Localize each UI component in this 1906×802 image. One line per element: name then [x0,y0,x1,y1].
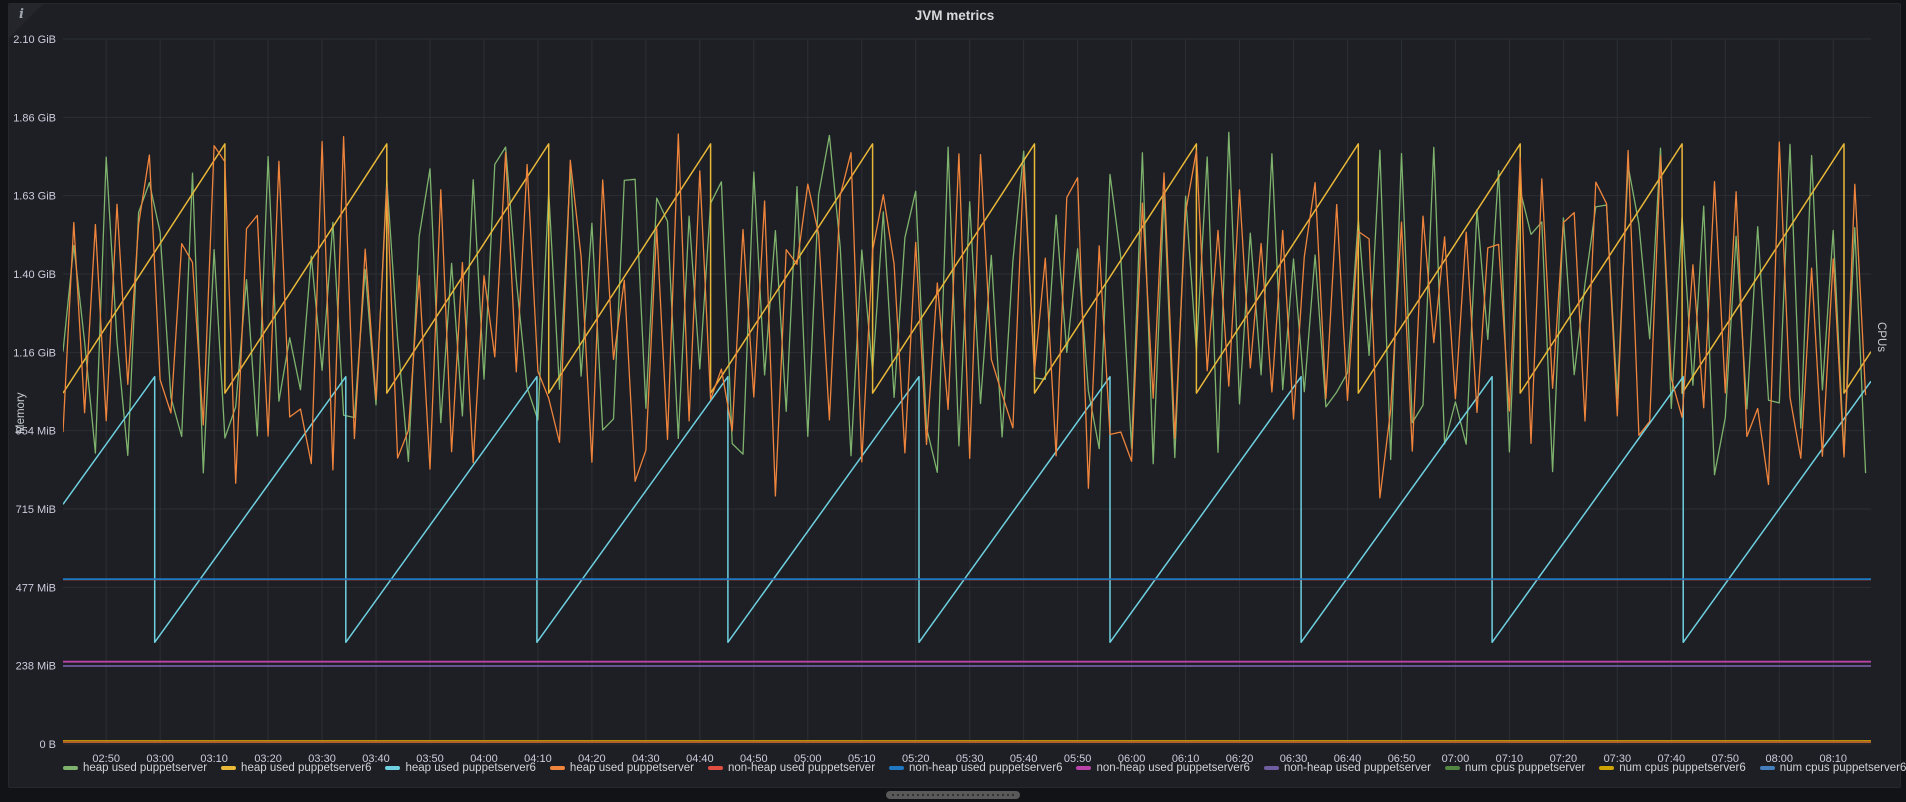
x-tick-label: 07:50 [1712,753,1740,765]
legend-series-color-dash [63,766,78,770]
x-tick-label: 05:50 [1064,753,1092,765]
x-tick-label: 03:30 [308,753,336,765]
x-tick-label: 04:20 [578,753,606,765]
x-tick-label: 03:50 [416,753,444,765]
legend-series-label[interactable]: num cpus puppetserver6 [1779,762,1906,774]
x-tick-label: 06:20 [1226,753,1254,765]
legend-series-label[interactable]: heap used puppetserver [569,762,694,774]
x-tick-label: 08:10 [1819,753,1847,765]
x-tick-label: 05:00 [794,753,822,765]
legend-item[interactable]: heap used puppetserver [549,762,694,774]
x-tick-label: 02:50 [92,753,120,765]
x-tick-label: 04:30 [632,753,660,765]
y-tick-label: 954 MiB [16,426,56,438]
legend-item[interactable]: non-heap used puppetserver [707,762,876,774]
x-tick-label: 05:30 [956,753,984,765]
y-tick-label: 1.86 GiB [13,112,56,124]
info-icon[interactable]: i [19,7,24,22]
legend-series-label[interactable]: heap used puppetserver [83,762,208,774]
panel-title[interactable]: JVM metrics [914,8,995,23]
legend-series-label[interactable]: num cpus puppetserver [1465,762,1586,774]
x-tick-label: 06:00 [1118,753,1146,765]
y-axis-label-cpus: CPUs [1875,322,1887,353]
series-heap-used-puppetserver [63,133,1867,499]
x-tick-label: 03:40 [362,753,390,765]
legend-series-color-dash [221,766,237,770]
legend-series-label[interactable]: non-heap used puppetserver6 [909,762,1063,774]
legend-series-color-dash [1263,766,1279,770]
y-tick-label: 477 MiB [16,582,56,594]
y-tick-label: 1.16 GiB [13,347,56,359]
x-tick-label: 06:30 [1280,753,1308,765]
x-tick-label: 04:10 [524,753,552,765]
x-tick-label: 04:50 [740,753,768,765]
y-tick-label: 0 B [39,739,56,751]
x-tick-label: 07:10 [1496,753,1524,765]
legend-item[interactable]: non-heap used puppetserver [1263,762,1431,774]
x-tick-label: 05:40 [1010,753,1038,765]
legend-series-label[interactable]: heap used puppetserver6 [241,762,372,774]
legend-series-label[interactable]: non-heap used puppetserver [727,762,876,774]
legend-item[interactable]: num cpus puppetserver6 [1759,762,1906,774]
x-tick-label: 06:10 [1172,753,1200,765]
x-tick-label: 04:40 [686,753,714,765]
x-tick-label: 07:30 [1604,753,1632,765]
x-tick-label: 06:40 [1334,753,1362,765]
legend-series-label[interactable]: non-heap used puppetserver [1283,762,1431,774]
legend-item[interactable]: num cpus puppetserver [1445,762,1585,774]
legend-series-label[interactable]: non-heap used puppetserver6 [1096,762,1250,774]
grafana-panel: i JVM metrics 0 B 238 MiB 477 MiB 715 MiB 95… [8,3,1906,788]
series-heap-used-puppetserver6 [63,375,1871,644]
panel-info-corner [9,4,43,38]
legend-series-color-dash [889,766,905,770]
legend-item[interactable]: non-heap used puppetserver6 [1076,762,1250,774]
x-tick-label: 07:20 [1550,753,1578,765]
legend-series-color-dash [385,766,401,770]
y-tick-label: 1.63 GiB [13,191,56,203]
x-tick-label: 07:00 [1442,753,1470,765]
legend: heap used puppetserver heap used puppetse… [63,762,1906,774]
legend-item[interactable]: heap used puppetserver [63,762,207,774]
x-tick-label: 03:00 [146,753,174,765]
x-tick-label: 08:00 [1765,753,1793,765]
legend-series-color-dash [707,766,723,770]
x-tick-label: 03:20 [254,753,282,765]
legend-item[interactable]: num cpus puppetserver6 [1599,762,1746,774]
legend-item[interactable]: heap used puppetserver6 [221,762,371,774]
legend-series-label[interactable]: num cpus puppetserver6 [1619,762,1746,774]
legend-series-color-dash [549,766,565,770]
x-tick-label: 05:20 [902,753,930,765]
legend-series-color-dash [1759,766,1775,770]
horizontal-scrollbar-thumb[interactable] [886,791,1020,799]
legend-series-label[interactable]: heap used puppetserver6 [405,762,536,774]
legend-series-color-dash [1599,766,1615,770]
x-tick-label: 07:40 [1658,753,1686,765]
jvm-metrics-chart[interactable]: 0 B 238 MiB 477 MiB 715 MiB 954 MiB 1.16 GiB 1… [9,4,1900,787]
y-tick-label: 715 MiB [16,504,56,516]
legend-item[interactable]: non-heap used puppetserver6 [889,762,1062,774]
x-tick-label: 05:10 [848,753,876,765]
y-axis-label-memory: Memory [15,392,27,434]
y-tick-label: 1.40 GiB [13,269,56,281]
y-tick-label: 238 MiB [16,661,56,673]
legend-series-color-dash [1076,766,1092,770]
x-tick-label: 04:00 [470,753,498,765]
legend-series-color-dash [1445,766,1460,770]
series-heap-used-puppetserver6 [63,143,1871,394]
y-tick-label: 2.10 GiB [13,34,56,46]
legend-item[interactable]: heap used puppetserver6 [385,762,536,774]
x-tick-label: 06:50 [1388,753,1416,765]
x-tick-label: 03:10 [200,753,228,765]
